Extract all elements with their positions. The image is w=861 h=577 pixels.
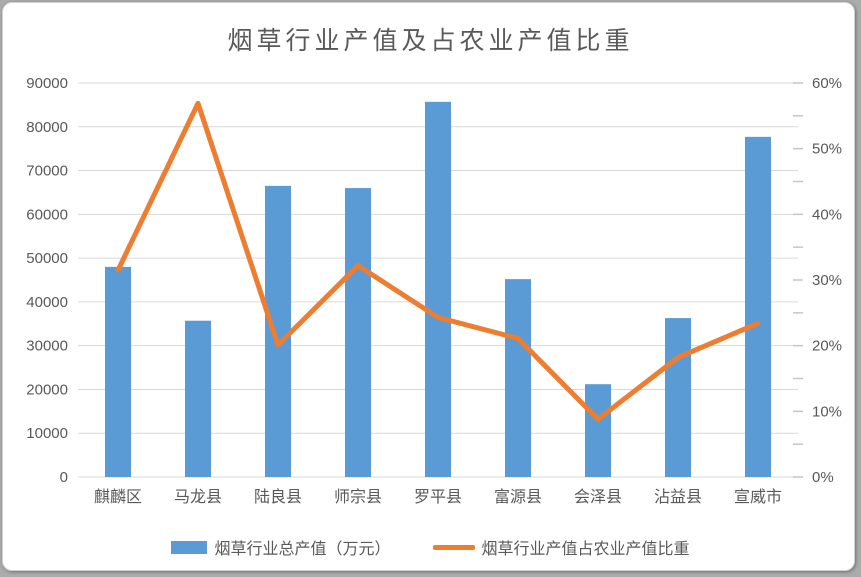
x-axis-label-马龙县: 马龙县 <box>174 488 222 506</box>
bar-麒麟区[interactable] <box>105 266 131 477</box>
x-axis-label-师宗县: 师宗县 <box>334 488 382 506</box>
left-axis-tick-label: 20000 <box>26 381 68 398</box>
left-axis-tick-label: 50000 <box>26 250 68 267</box>
x-axis-label-麒麟区: 麒麟区 <box>94 488 142 506</box>
right-axis-tick-label: 60% <box>812 75 842 92</box>
bar-富源县[interactable] <box>505 279 531 477</box>
legend-item-line-series[interactable]: 烟草行业产值占农业产值比重 <box>432 535 690 559</box>
right-axis-tick-label: 40% <box>812 206 842 223</box>
x-axis-label-罗平县: 罗平县 <box>414 488 462 506</box>
bar-师宗县[interactable] <box>345 188 371 478</box>
x-axis-label-陆良县: 陆良县 <box>254 488 302 506</box>
bar-罗平县[interactable] <box>425 101 451 477</box>
right-axis-tick-label: 20% <box>812 338 842 355</box>
bar-沾益县[interactable] <box>665 318 691 477</box>
legend-item-bar-series[interactable]: 烟草行业总产值（万元） <box>171 535 391 559</box>
left-axis-tick-label: 0 <box>60 469 68 486</box>
line-series[interactable] <box>115 100 761 422</box>
x-axis-label-富源县: 富源县 <box>494 488 542 506</box>
line-series-swatch <box>432 544 475 550</box>
x-axis-label-沾益县: 沾益县 <box>654 488 702 506</box>
x-axis-label-宣威市: 宣威市 <box>734 488 782 506</box>
legend-label-line-series: 烟草行业产值占农业产值比重 <box>481 541 690 558</box>
bar-宣威市[interactable] <box>745 136 771 477</box>
right-axis-tick-label: 10% <box>812 403 842 420</box>
left-axis-tick-label: 30000 <box>26 338 68 355</box>
legend-label-bar-series: 烟草行业总产值（万元） <box>214 541 391 558</box>
bar-会泽县[interactable] <box>585 384 611 477</box>
left-axis-tick-label: 70000 <box>26 163 68 180</box>
right-axis-tick-label: 0% <box>812 469 834 486</box>
legend: 烟草行业总产值（万元） 烟草行业产值占农业产值比重 <box>0 535 861 559</box>
bar-马龙县[interactable] <box>185 320 211 477</box>
left-axis-tick-label: 10000 <box>26 425 68 442</box>
left-axis-tick-label: 90000 <box>26 75 68 92</box>
left-axis-tick-label: 40000 <box>26 294 68 311</box>
bar-陆良县[interactable] <box>265 185 291 477</box>
left-axis-tick-label: 60000 <box>26 206 68 223</box>
x-axis-label-会泽县: 会泽县 <box>574 488 622 506</box>
right-axis-tick-label: 30% <box>812 272 842 289</box>
right-axis-tick-label: 50% <box>812 141 842 158</box>
bar-series-swatch <box>171 540 208 554</box>
chart-title[interactable]: 烟草行业产值及占农业产值比重 <box>227 27 634 55</box>
left-axis-tick-label: 80000 <box>26 119 68 136</box>
